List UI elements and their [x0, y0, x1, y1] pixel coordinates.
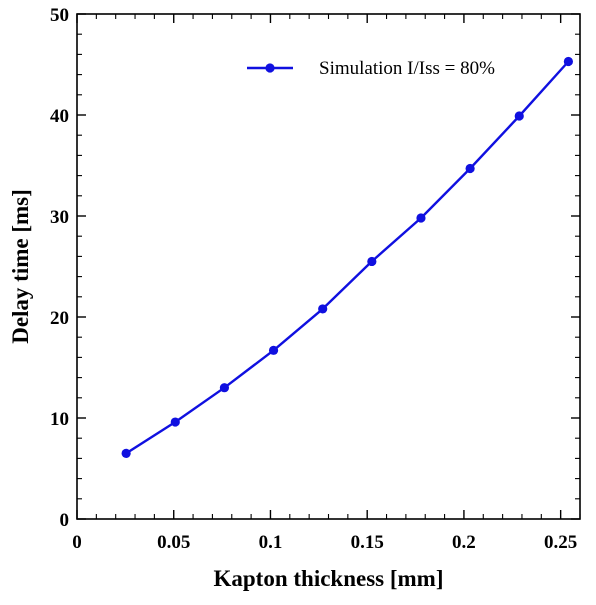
- x-tick-label: 0.15: [351, 532, 384, 553]
- y-tick-label: 40: [50, 106, 69, 127]
- x-tick-label: 0.1: [259, 532, 283, 553]
- data-point: [121, 448, 131, 458]
- x-axis-ticks: 0 0.05 0.1 0.15 0.2 0.25: [72, 14, 581, 553]
- x-tick-label: 0: [72, 532, 82, 553]
- series-layer: [121, 56, 573, 458]
- x-tick-label: 0.25: [544, 532, 577, 553]
- x-tick-label: 0.2: [452, 532, 476, 553]
- axes: 0 0.05 0.1 0.15 0.2 0.25 0 10 20 30 40 50: [50, 5, 581, 553]
- y-axis-ticks: 0 10 20 30 40 50: [50, 5, 580, 531]
- x-tick-label: 0.05: [157, 532, 190, 553]
- legend: Simulation I/Iss = 80%: [247, 58, 495, 79]
- data-point: [563, 56, 573, 67]
- y-tick-label: 20: [50, 308, 69, 329]
- data-point: [514, 111, 524, 121]
- x-axis-label: Kapton thickness [mm]: [213, 566, 443, 591]
- data-point: [318, 304, 328, 314]
- data-point: [268, 345, 279, 355]
- y-tick-label: 0: [60, 510, 70, 531]
- data-point: [416, 213, 426, 223]
- legend-label: Simulation I/Iss = 80%: [319, 58, 495, 79]
- data-point: [367, 256, 377, 267]
- y-tick-label: 10: [50, 409, 69, 430]
- data-point: [465, 163, 475, 174]
- y-tick-label: 50: [50, 5, 69, 26]
- y-axis-label: Delay time [ms]: [8, 189, 33, 344]
- data-point: [219, 383, 230, 393]
- data-point: [170, 417, 180, 427]
- legend-marker-swatch: [265, 63, 275, 73]
- y-tick-label: 30: [50, 207, 69, 228]
- plot-frame: [76, 13, 581, 520]
- series-line: [125, 60, 570, 455]
